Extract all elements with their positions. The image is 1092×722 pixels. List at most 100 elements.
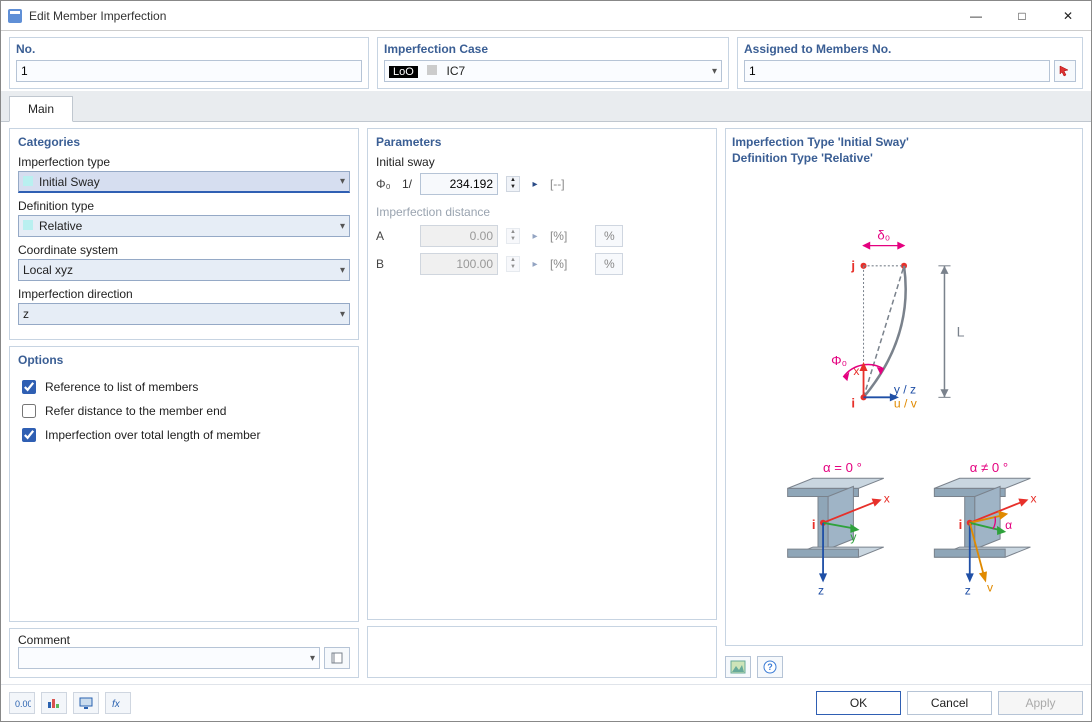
svg-text:x: x — [1030, 492, 1036, 506]
definition-type-label: Definition type — [18, 199, 350, 213]
option-over-total-length[interactable]: Imperfection over total length of member — [18, 425, 350, 445]
coordinate-system-select[interactable]: Local xyz ▾ — [18, 259, 350, 281]
assigned-label: Assigned to Members No. — [744, 40, 1076, 60]
tab-main[interactable]: Main — [9, 96, 73, 122]
sway-spinner[interactable]: ▲▼ — [506, 176, 520, 192]
svg-text:v: v — [987, 581, 994, 595]
a-unit: [%] — [550, 229, 567, 243]
field-case: Imperfection Case LoO IC7 ▾ — [377, 37, 729, 89]
comment-title: Comment — [18, 633, 350, 647]
checkbox-opt3[interactable] — [22, 428, 36, 442]
parameters-group: Parameters Initial sway Φ₀ 1/ ▲▼ ▸ [--] … — [367, 128, 717, 620]
header-fields: No. Imperfection Case LoO IC7 ▾ Assigned… — [1, 31, 1091, 91]
comment-edit-button[interactable] — [324, 647, 350, 669]
comment-combo[interactable]: ▾ — [18, 647, 320, 669]
footer-tool-display[interactable] — [73, 692, 99, 714]
a-spinner: ▲▼ — [506, 228, 520, 244]
b-label: B — [376, 257, 394, 271]
titlebar: Edit Member Imperfection — □ ✕ — [1, 1, 1091, 31]
monitor-icon — [78, 696, 94, 710]
apply-button: Apply — [998, 691, 1083, 715]
svg-text:u / v: u / v — [894, 397, 918, 411]
preview-title-1: Imperfection Type 'Initial Sway' — [732, 135, 1076, 151]
imperfection-direction-label: Imperfection direction — [18, 287, 350, 301]
left-column: Categories Imperfection type Initial Swa… — [9, 128, 359, 678]
svg-text:i: i — [959, 517, 963, 532]
initial-sway-value[interactable] — [420, 173, 498, 195]
swatch-icon — [23, 176, 33, 186]
phi-label: Φ₀ — [376, 177, 394, 191]
sway-menu-button[interactable]: ▸ — [528, 173, 542, 195]
svg-text:j: j — [850, 258, 855, 273]
case-swatch — [427, 65, 437, 75]
svg-text:α = 0 °: α = 0 ° — [823, 460, 862, 475]
cancel-button[interactable]: Cancel — [907, 691, 992, 715]
a-menu-button: ▸ — [528, 225, 542, 247]
imperfection-direction-select[interactable]: z ▾ — [18, 303, 350, 325]
help-icon: ? — [762, 660, 778, 674]
no-input[interactable] — [16, 60, 362, 82]
chevron-down-icon: ▾ — [340, 221, 345, 232]
checkbox-opt1[interactable] — [22, 380, 36, 394]
imperfection-distance-label: Imperfection distance — [376, 205, 708, 219]
distance-a-row: A 1/ ▲▼ ▸ [%] % — [376, 225, 708, 247]
cursor-icon — [1058, 64, 1072, 78]
svg-text:z: z — [965, 584, 971, 598]
units-icon: 0.00 — [13, 696, 31, 710]
svg-text:x: x — [884, 492, 890, 506]
preview-diagram: δ₀ j Φ₀ — [732, 166, 1076, 639]
checkbox-opt2[interactable] — [22, 404, 36, 418]
svg-text:δ₀: δ₀ — [877, 228, 890, 243]
close-button[interactable]: ✕ — [1045, 1, 1091, 30]
footer-tool-units[interactable]: 0.00 — [9, 692, 35, 714]
footer-tool-fx[interactable]: fx — [105, 692, 131, 714]
fx-icon: fx — [110, 696, 126, 710]
svg-text:fx: fx — [112, 699, 121, 710]
option-refer-distance[interactable]: Refer distance to the member end — [18, 401, 350, 421]
dialog-window: Edit Member Imperfection — □ ✕ No. Imper… — [0, 0, 1092, 722]
case-combo[interactable]: LoO IC7 ▾ — [384, 60, 722, 82]
chevron-down-icon: ▾ — [310, 653, 315, 664]
case-label: Imperfection Case — [384, 40, 722, 60]
svg-text:z: z — [818, 584, 824, 598]
definition-type-select[interactable]: Relative ▾ — [18, 215, 350, 237]
distance-b-value — [420, 253, 498, 275]
sway-unit: [--] — [550, 177, 565, 191]
maximize-button[interactable]: □ — [999, 1, 1045, 30]
footer-tool-chart[interactable] — [41, 692, 67, 714]
field-no: No. — [9, 37, 369, 89]
svg-text:?: ? — [767, 662, 773, 672]
ok-button[interactable]: OK — [816, 691, 901, 715]
distance-b-row: B 1/ ▲▼ ▸ [%] % — [376, 253, 708, 275]
option-reference-list[interactable]: Reference to list of members — [18, 377, 350, 397]
right-column: Imperfection Type 'Initial Sway' Definit… — [725, 128, 1083, 678]
chevron-down-icon: ▾ — [340, 176, 345, 187]
svg-text:x: x — [853, 364, 859, 378]
tab-strip: Main — [1, 91, 1091, 122]
one-over-label: 1/ — [402, 177, 412, 191]
svg-text:i: i — [812, 517, 816, 532]
minimize-button[interactable]: — — [953, 1, 999, 30]
chevron-down-icon: ▾ — [712, 66, 717, 77]
imperfection-type-select[interactable]: Initial Sway ▾ — [18, 171, 350, 193]
assigned-input[interactable] — [744, 60, 1050, 82]
svg-text:L: L — [957, 325, 965, 341]
b-pct-button[interactable]: % — [595, 253, 623, 275]
svg-text:α: α — [1005, 518, 1012, 532]
image-icon — [730, 660, 746, 674]
options-title: Options — [18, 351, 350, 373]
chart-icon — [46, 696, 62, 710]
preview-tool-1[interactable] — [725, 656, 751, 678]
initial-sway-row: Φ₀ 1/ ▲▼ ▸ [--] — [376, 173, 708, 195]
b-unit: [%] — [550, 257, 567, 271]
svg-text:y: y — [850, 530, 857, 544]
footer: 0.00 fx OK Cancel Apply — [1, 684, 1091, 721]
main-area: Categories Imperfection type Initial Swa… — [1, 122, 1091, 684]
preview-title-2: Definition Type 'Relative' — [732, 151, 1076, 167]
a-pct-button[interactable]: % — [595, 225, 623, 247]
pick-members-button[interactable] — [1054, 60, 1076, 82]
preview-tool-2[interactable]: ? — [757, 656, 783, 678]
b-spinner: ▲▼ — [506, 256, 520, 272]
app-icon — [7, 8, 23, 24]
svg-text:i: i — [851, 396, 855, 411]
